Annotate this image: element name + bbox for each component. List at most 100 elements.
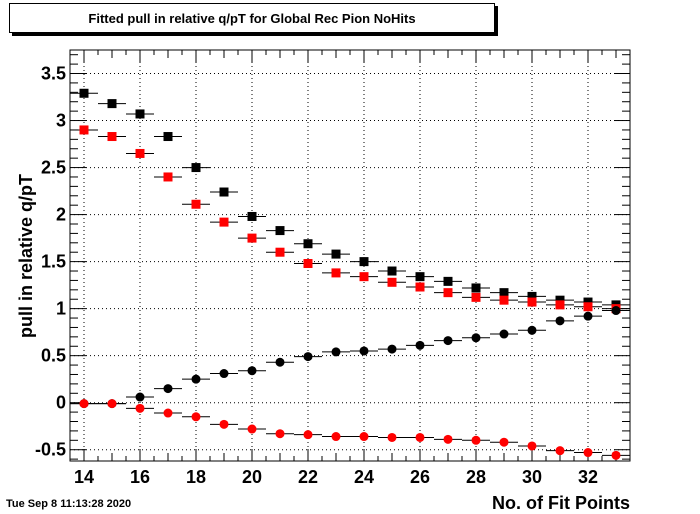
y-tick-label: 0 [56,393,66,413]
data-point-circle [303,430,313,440]
x-tick-label: 28 [466,467,486,487]
y-axis-title: pull in relative q/pT [16,174,36,338]
data-point-circle [135,392,145,402]
data-point-square [359,257,369,267]
data-point-circle [499,329,509,339]
x-tick-label: 22 [298,467,318,487]
y-tick-labels: -0.5 0 0.5 1 1.5 2 2.5 3 3.5 [35,64,66,460]
data-point-square [583,302,593,312]
data-point-square [107,99,117,109]
x-tick-label: 26 [410,467,430,487]
data-point-circle [275,429,285,439]
data-point-square [387,277,397,287]
data-point-circle [247,366,257,376]
x-tick-label: 18 [186,467,206,487]
data-point-square [191,199,201,209]
y-tick-label: 3 [56,111,66,131]
data-point-square [415,272,425,282]
data-point-circle [387,344,397,354]
x-tick-label: 30 [522,467,542,487]
y-tick-label: 2.5 [41,158,66,178]
data-point-circle [527,441,537,451]
data-point-circle [499,437,509,447]
data-point-circle [275,357,285,367]
y-tick-label: 1 [56,299,66,319]
data-point-circle [79,399,89,409]
data-point-square [107,132,117,142]
data-point-square [79,88,89,98]
data-point-circle [359,432,369,442]
data-point-circle [247,424,257,434]
data-point-square [331,268,341,278]
data-point-square [527,297,537,307]
axis-ticks [69,50,631,461]
data-point-square [79,125,89,135]
data-point-square [555,295,565,305]
data-point-square [443,288,453,298]
data-point-square [527,291,537,301]
data-point-square [247,211,257,221]
y-tick-label: -0.5 [35,440,66,460]
series-4 [70,399,630,460]
data-point-circle [471,333,481,343]
data-point-square [471,283,481,293]
data-point-circle [359,346,369,356]
y-tick-label: 0.5 [41,346,66,366]
data-point-circle [163,408,173,418]
x-tick-labels: 14 16 18 20 22 24 26 28 30 32 [74,467,598,487]
data-point-square [191,163,201,173]
data-point-circle [331,432,341,442]
data-point-circle [415,340,425,350]
series-3 [70,306,630,409]
data-point-circle [583,448,593,458]
chart-title: Fitted pull in relative q/pT for Global … [88,11,416,26]
series-2 [70,125,630,314]
date-stamp: Tue Sep 8 11:13:28 2020 [6,498,132,510]
data-point-square [163,132,173,142]
data-point-circle [555,316,565,326]
data-point-circle [611,306,621,316]
data-point-circle [415,432,425,442]
data-point-square [219,217,229,227]
data-point-square [555,300,565,310]
series-1 [70,88,630,310]
data-point-circle [555,446,565,456]
data-point-circle [387,432,397,442]
data-point-square [331,249,341,259]
data-point-square [247,233,257,243]
data-point-circle [331,347,341,357]
data-point-square [443,276,453,286]
y-tick-label: 3.5 [41,64,66,84]
data-point-circle [583,311,593,321]
data-point-circle [107,399,117,409]
data-point-square [583,297,593,307]
data-point-circle [219,369,229,379]
data-point-circle [191,374,201,384]
chart-title-box: Fitted pull in relative q/pT for Global … [9,3,495,33]
data-point-square [499,295,509,305]
data-point-circle [303,352,313,362]
data-point-circle [443,434,453,444]
data-point-square [135,148,145,158]
data-point-circle [135,403,145,413]
data-point-circle [191,412,201,422]
data-point-square [499,288,509,298]
x-tick-label: 14 [74,467,94,487]
y-tick-label: 1.5 [41,252,66,272]
data-point-square [359,272,369,282]
data-points [70,88,630,460]
data-point-square [219,187,229,197]
x-axis-title: No. of Fit Points [492,493,630,513]
data-point-circle [527,325,537,335]
data-point-circle [443,336,453,346]
data-point-circle [471,435,481,445]
x-tick-label: 16 [130,467,150,487]
x-tick-label: 24 [354,467,374,487]
x-tick-label: 20 [242,467,262,487]
plot-frame [69,49,631,462]
y-tick-label: 2 [56,205,66,225]
data-point-square [275,247,285,257]
data-point-square [471,292,481,302]
data-point-circle [611,450,621,460]
